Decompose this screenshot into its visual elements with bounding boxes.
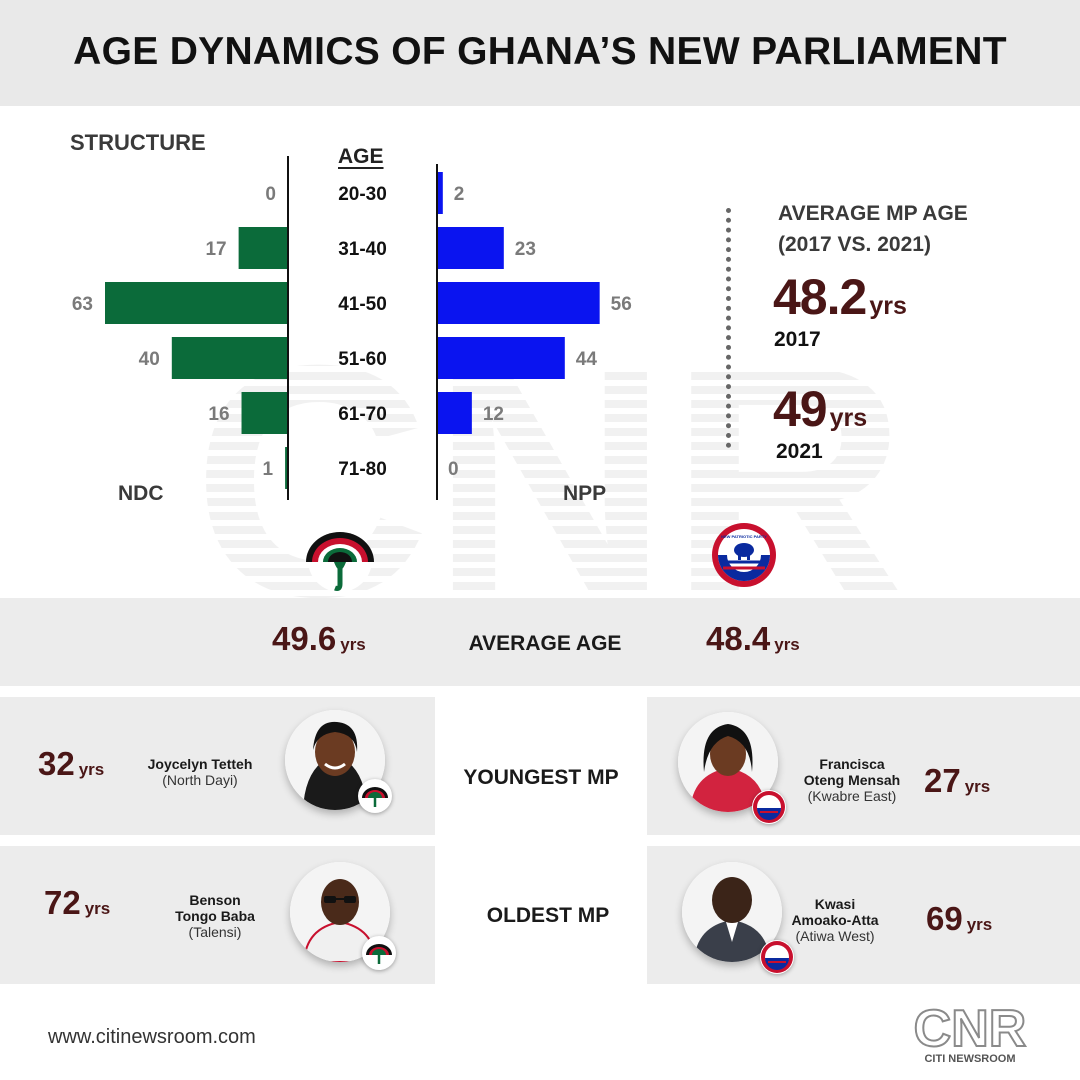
average-mp-age-title-line2: (2017 VS. 2021)	[778, 233, 931, 256]
ndc-oldest-constituency: (Talensi)	[188, 924, 242, 940]
npp-youngest-age: 27 yrs	[924, 762, 990, 800]
age-category-label: 71-80	[338, 459, 387, 480]
npp-oldest-age-number: 69	[926, 900, 963, 937]
ndc-badge-icon	[358, 779, 392, 813]
age-category-label: 20-30	[338, 184, 387, 205]
page-title: AGE DYNAMICS OF GHANA’S NEW PARLIAMENT	[73, 30, 1007, 73]
ndc-youngest-name-line1: Joycelyn Tetteh	[147, 756, 253, 772]
youngest-mp-label: YOUNGEST MP	[463, 766, 619, 789]
npp-badge-icon	[752, 790, 786, 824]
ndc-youngest-mp-name: Joycelyn Tetteh (North Dayi)	[130, 756, 270, 788]
avg-age-2021-year: 2021	[776, 440, 823, 463]
ndc-bar-61-70	[241, 392, 288, 434]
footer-logo-subtext: CITI NEWSROOM	[924, 1053, 1015, 1065]
ndc-oldest-name-line1: Benson	[189, 892, 241, 908]
average-age-label: AVERAGE AGE	[468, 632, 622, 655]
npp-youngest-name-line1: Francisca	[819, 756, 885, 772]
ndc-youngest-age: 32 yrs	[38, 745, 104, 783]
age-category-label: 41-50	[338, 294, 387, 315]
npp-value-label: 44	[576, 349, 598, 370]
ndc-value-label: 1	[263, 459, 274, 480]
npp-bar-20-30	[437, 172, 443, 214]
average-age-row-panel	[0, 598, 1080, 686]
ndc-oldest-name-line2: Tongo Baba	[175, 908, 255, 924]
citi-newsroom-logo: CNR CITI NEWSROOM	[913, 1000, 1028, 1065]
npp-value-label: 2	[454, 184, 465, 205]
ndc-value-label: 63	[72, 294, 93, 315]
npp-oldest-constituency: (Atiwa West)	[795, 928, 875, 944]
age-category-label: 61-70	[338, 404, 387, 425]
avg-age-2021-unit: yrs	[829, 404, 868, 432]
npp-elephant-logo: NEW PATRIOTIC PARTY	[712, 523, 776, 587]
npp-bar-51-60	[437, 337, 565, 379]
ndc-series-label: NDC	[118, 482, 164, 505]
title-banner	[0, 0, 1080, 106]
structure-label: STRUCTURE	[70, 130, 206, 155]
ndc-youngest-constituency: (North Dayi)	[162, 772, 238, 788]
npp-value-label: 12	[483, 404, 504, 425]
ndc-value-label: 16	[208, 404, 229, 425]
footer-logo-text: CNR	[914, 1000, 1027, 1058]
ndc-youngest-age-number: 32	[38, 745, 75, 782]
average-mp-age-title: AVERAGE MP AGE (2017 VS. 2021)	[778, 198, 968, 260]
npp-value-label: 23	[515, 239, 536, 260]
npp-youngest-constituency: (Kwabre East)	[807, 788, 897, 804]
ndc-bar-51-60	[171, 337, 288, 379]
ndc-value-label: 17	[205, 239, 226, 260]
age-pyramid-chart: 0 2 20-30 17 23 31-40 63 56 41-50 40 44 51-60 16 12 61…	[72, 156, 632, 500]
npp-logo-text: NEW PATRIOTIC PARTY	[721, 534, 767, 539]
dotted-divider	[726, 208, 732, 448]
ndc-badge-icon-2	[362, 936, 396, 970]
avg-age-2021-number: 49	[773, 381, 828, 437]
npp-youngest-name-line2: Oteng Mensah	[803, 772, 901, 788]
avg-age-2021-value: 49 yrs	[773, 380, 867, 438]
npp-oldest-mp-name: Kwasi Amoako-Atta (Atiwa West)	[765, 896, 905, 944]
npp-series-label: NPP	[563, 482, 607, 505]
npp-value-label: 56	[611, 294, 632, 315]
npp-youngest-mp-name: Francisca Oteng Mensah (Kwabre East)	[782, 756, 922, 804]
ndc-average-age-number: 49.6	[272, 620, 337, 657]
ndc-bar-41-50	[105, 282, 288, 324]
ndc-average-age: 49.6 yrs	[272, 620, 366, 658]
ndc-oldest-age-number: 72	[44, 884, 81, 921]
age-axis-label: AGE	[338, 145, 384, 168]
ndc-bar-31-40	[238, 227, 288, 269]
npp-oldest-age-unit: yrs	[966, 915, 993, 934]
footer-url: www.citinewsroom.com	[48, 1026, 256, 1048]
npp-value-label: 0	[448, 459, 459, 480]
oldest-mp-label: OLDEST MP	[486, 904, 610, 927]
age-category-label: 31-40	[338, 239, 387, 260]
ndc-oldest-mp-name: Benson Tongo Baba (Talensi)	[145, 892, 285, 940]
npp-average-age: 48.4 yrs	[706, 620, 800, 658]
age-category-label: 51-60	[338, 349, 387, 370]
ndc-value-label: 40	[139, 349, 160, 370]
avg-age-2017-value: 48.2 yrs	[773, 268, 907, 326]
npp-average-age-unit: yrs	[774, 635, 800, 654]
avg-age-2017-year: 2017	[774, 328, 821, 351]
average-mp-age-title-line1: AVERAGE MP AGE	[778, 202, 968, 225]
npp-youngest-age-unit: yrs	[964, 777, 991, 796]
ndc-oldest-age-unit: yrs	[84, 899, 111, 918]
npp-oldest-age: 69 yrs	[926, 900, 992, 938]
avg-age-2017-unit: yrs	[869, 292, 907, 320]
npp-bar-41-50	[437, 282, 600, 324]
npp-oldest-name-line1: Kwasi	[814, 896, 856, 912]
avg-age-2017-number: 48.2	[773, 269, 867, 325]
npp-oldest-name-line2: Amoako-Atta	[791, 912, 879, 928]
npp-youngest-age-number: 27	[924, 762, 961, 799]
ndc-oldest-age: 72 yrs	[44, 884, 110, 922]
ndc-bar-71-80	[285, 447, 288, 489]
npp-average-age-number: 48.4	[706, 620, 771, 657]
ndc-youngest-age-unit: yrs	[78, 760, 105, 779]
npp-bar-61-70	[437, 392, 472, 434]
npp-badge-icon-2	[760, 940, 794, 974]
ndc-average-age-unit: yrs	[340, 635, 366, 654]
ndc-umbrella-logo	[306, 528, 374, 592]
npp-bar-31-40	[437, 227, 504, 269]
ndc-value-label: 0	[265, 184, 276, 205]
